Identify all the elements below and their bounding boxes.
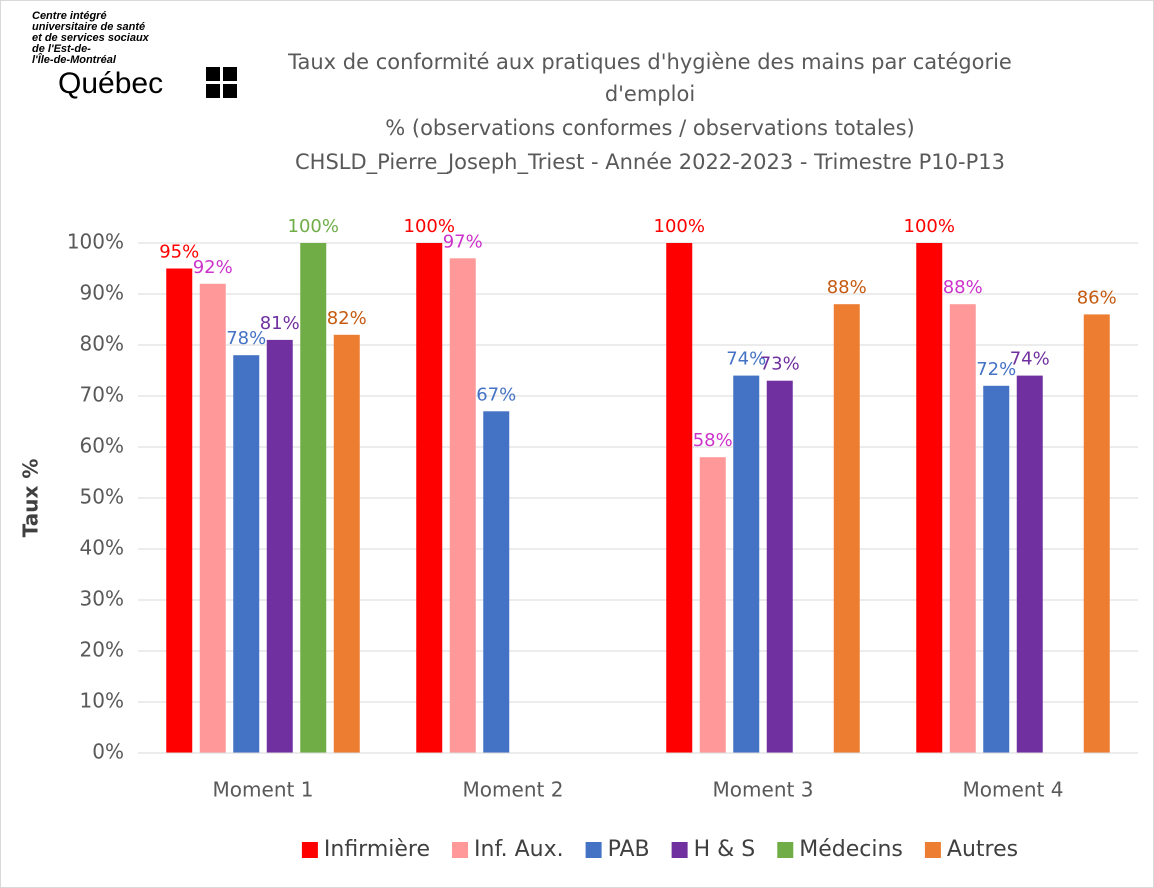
logo: Centre intégré universitaire de santé et… (32, 10, 237, 100)
bar (833, 304, 860, 753)
data-label: 74% (1010, 349, 1050, 370)
bar (483, 411, 510, 753)
data-label: 100% (904, 216, 955, 237)
x-tick-label: Moment 1 (213, 778, 314, 802)
legend-swatch (777, 842, 794, 858)
bar (949, 304, 976, 753)
data-label: 82% (327, 308, 367, 329)
legend-swatch (924, 842, 941, 858)
y-tick-label: 30% (80, 587, 124, 611)
data-label: 72% (976, 359, 1016, 380)
legend-swatch (585, 842, 602, 858)
data-label: 100% (404, 216, 455, 237)
y-tick-label: 70% (80, 383, 124, 407)
legend-label: Infirmière (324, 837, 430, 862)
bar (983, 385, 1010, 753)
data-label: 73% (760, 354, 800, 375)
y-tick-label: 40% (80, 536, 124, 560)
bar (300, 243, 327, 753)
flag (223, 67, 237, 81)
bar (266, 339, 293, 753)
legend-label: Médecins (799, 837, 903, 862)
data-label: 78% (226, 328, 266, 349)
y-tick-label: 0% (92, 740, 124, 764)
y-tick-label: 60% (80, 434, 124, 458)
logo-line: universitaire de santé (32, 21, 145, 33)
y-tick-label: 90% (80, 281, 124, 305)
bar (233, 355, 260, 753)
y-tick-label: 20% (80, 638, 124, 662)
legend-swatch (671, 842, 688, 858)
data-label: 95% (159, 242, 199, 263)
data-label: 92% (193, 257, 233, 278)
bar (1083, 314, 1110, 753)
flag (223, 84, 237, 98)
data-label: 88% (827, 277, 867, 298)
bar (699, 457, 726, 753)
x-tick-label: Moment 3 (713, 778, 814, 802)
data-label: 88% (943, 277, 983, 298)
bar (666, 243, 693, 753)
legend-swatch (301, 842, 318, 858)
legend-label: PAB (608, 837, 650, 862)
bar (916, 243, 943, 753)
data-label: 67% (476, 384, 516, 405)
y-axis-label: Taux % (19, 459, 43, 538)
x-tick-label: Moment 2 (463, 778, 564, 802)
bar (333, 334, 360, 753)
bar (416, 243, 443, 753)
x-tick-label: Moment 4 (963, 778, 1064, 802)
logo-line: et de services sociaux (32, 32, 150, 44)
chart-subtitle: CHSLD_Pierre_Joseph_Triest - Année 2022-… (295, 150, 1005, 175)
logo-line: Centre intégré (32, 10, 107, 22)
data-label: 58% (693, 430, 733, 451)
data-label: 86% (1077, 287, 1117, 308)
legend-label: Inf. Aux. (474, 837, 564, 862)
data-label: 100% (654, 216, 705, 237)
flag (206, 84, 220, 98)
bar (449, 258, 476, 753)
bar (199, 283, 226, 753)
y-tick-label: 10% (80, 689, 124, 713)
logo-line: l'Île-de-Montréal (32, 53, 117, 66)
bar (166, 268, 193, 753)
data-label: 97% (443, 231, 483, 252)
bar (733, 375, 760, 753)
y-tick-label: 50% (80, 485, 124, 509)
legend-label: Autres (947, 837, 1018, 862)
legend-label: H & S (694, 837, 756, 862)
data-label: 100% (288, 216, 339, 237)
logo-line: de l'Est-de- (32, 43, 91, 55)
chart-title: Taux de conformité aux pratiques d'hygiè… (287, 50, 1012, 74)
legend-swatch (452, 842, 469, 858)
bar (766, 380, 793, 753)
chart-title: d'emploi (605, 82, 695, 106)
bar (1016, 375, 1043, 753)
chart-subtitle: % (observations conformes / observations… (385, 116, 914, 140)
y-tick-label: 80% (80, 332, 124, 356)
logo-name: Québec (58, 67, 163, 100)
data-label: 74% (726, 349, 766, 370)
y-tick-label: 100% (67, 230, 124, 254)
data-label: 81% (260, 313, 300, 334)
flag (206, 67, 220, 81)
